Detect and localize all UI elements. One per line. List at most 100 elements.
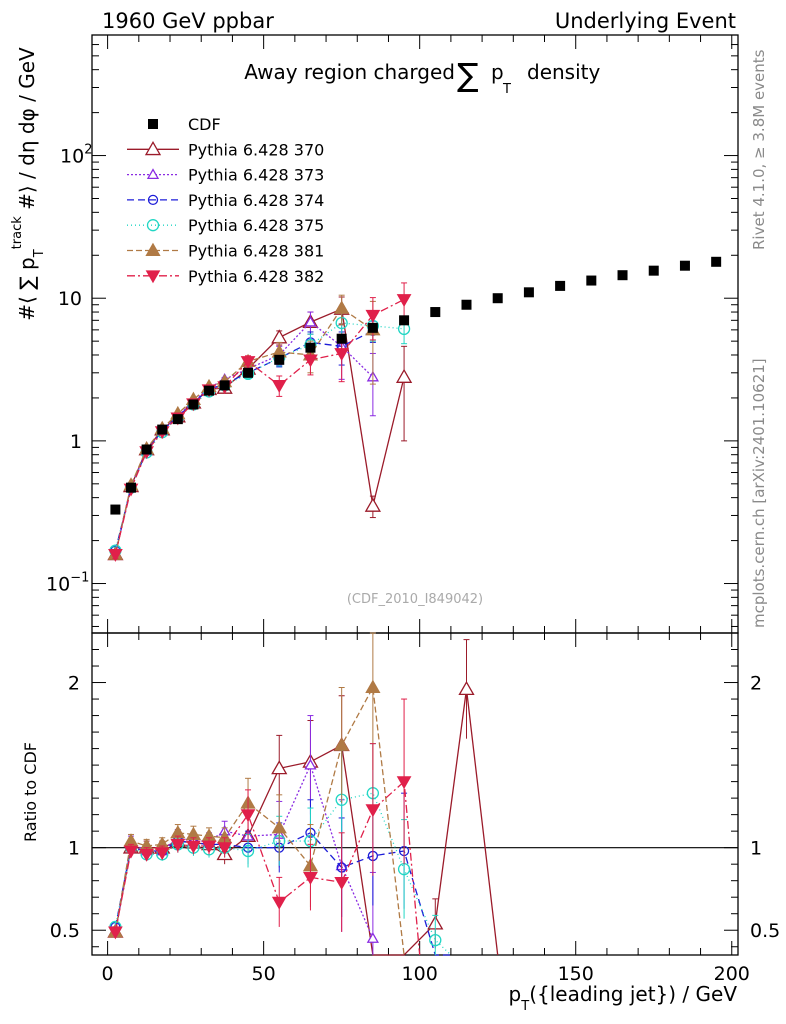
y-tick-label: 10−1 (46, 571, 89, 596)
series-line-s382 (114, 298, 405, 555)
data-point-s382 (303, 354, 318, 368)
plot-title-sum-symbol: ∑ (457, 56, 479, 94)
plot-title-suffix: density (527, 60, 600, 84)
ratio-point-s382 (334, 876, 350, 890)
ratio-point-s382 (139, 848, 154, 862)
ratio-y-tick-label-right: 1 (750, 838, 762, 860)
x-axis-title: pT({leading jet}) / GeV (509, 982, 738, 1014)
legend-entry-s373: Pythia 6.428 373 (127, 166, 324, 185)
legend-marker-s373 (146, 168, 160, 180)
legend-marker-cdf (148, 119, 158, 129)
y-tick-label: 1 (70, 431, 82, 453)
data-point-cdf (336, 333, 347, 344)
data-point-cdf (219, 380, 230, 391)
data-point-s370 (364, 497, 381, 512)
legend-label-s381: Pythia 6.428 381 (188, 242, 324, 261)
legend-label-cdf: CDF (188, 115, 221, 134)
ratio-point-s382 (240, 809, 256, 823)
ratio-panel-frame (91, 632, 739, 956)
data-point-cdf (172, 414, 183, 425)
ratio-point-s382 (303, 872, 318, 885)
ratio-point-s382 (123, 845, 139, 859)
legend-marker-s374 (147, 194, 159, 206)
side-label-rivet: Rivet 4.1.0, ≥ 3.8M events (750, 49, 768, 250)
x-tick-label: 100 (402, 963, 438, 985)
ratio-y-tick-label: 0.5 (50, 920, 80, 942)
data-point-cdf (555, 280, 566, 291)
data-point-cdf (157, 424, 168, 435)
data-point-cdf (648, 265, 659, 276)
beam-label: 1960 GeV ppbar (102, 9, 274, 33)
ratio-point-s373 (366, 932, 379, 943)
main-panel-data (107, 256, 722, 562)
data-point-cdf (243, 367, 254, 378)
legend-label-s382: Pythia 6.428 382 (188, 267, 324, 286)
ratio-point-s373 (304, 758, 317, 770)
plot-title-prefix: Away region charged (244, 60, 455, 84)
data-point-cdf (126, 482, 137, 493)
data-point-cdf (305, 342, 316, 353)
series-line-s381 (114, 307, 374, 555)
data-point-cdf (617, 270, 628, 281)
x-tick-label: 0 (102, 963, 114, 985)
data-point-cdf (399, 315, 410, 326)
ratio-y-tick-label-right: 2 (750, 673, 762, 695)
legend-marker-s381 (145, 242, 161, 257)
legend-label-s370: Pythia 6.428 370 (188, 140, 324, 159)
ratio-y-tick-label: 1 (68, 838, 80, 860)
data-point-cdf (430, 307, 441, 318)
legend-label-s373: Pythia 6.428 373 (188, 166, 324, 185)
data-point-cdf (492, 293, 503, 304)
data-point-cdf (523, 287, 534, 298)
reference-tag: (CDF_2010_I849042) (347, 592, 483, 607)
data-point-cdf (110, 504, 121, 515)
ratio-point-s382 (170, 838, 186, 852)
process-label: Underlying Event (555, 9, 736, 33)
legend-marker-s375 (146, 219, 160, 232)
data-point-s370 (271, 329, 288, 344)
legend-entry-cdf: CDF (148, 115, 221, 134)
legend-label-s375: Pythia 6.428 375 (188, 216, 324, 235)
data-point-s382 (108, 549, 123, 562)
y-tick-label: 102 (60, 143, 92, 168)
data-point-cdf (141, 444, 152, 455)
data-point-cdf (679, 260, 690, 271)
data-point-cdf (274, 354, 285, 365)
ratio-point-s375 (241, 844, 255, 858)
legend-entry-s370: Pythia 6.428 370 (127, 140, 324, 159)
main-y-axis-title: #⟨ ∑ pTtrack #⟩ / dη dφ / GeV (10, 47, 47, 321)
ratio-point-s370 (458, 680, 475, 696)
legend-marker-s370 (144, 140, 162, 156)
data-point-s381 (334, 300, 350, 314)
legend-entry-s381: Pythia 6.428 381 (127, 242, 324, 261)
data-point-cdf (367, 322, 378, 333)
ratio-line-s374 (114, 832, 451, 956)
data-point-s382 (240, 356, 256, 370)
data-point-cdf (461, 299, 472, 310)
ratio-point-s382 (365, 804, 381, 818)
legend: CDF Pythia 6.428 370 Pythia 6.428 373 Pythi… (127, 115, 324, 286)
ratio-point-s381 (365, 679, 381, 694)
data-point-s382 (271, 379, 287, 393)
legend-entry-s374: Pythia 6.428 374 (127, 191, 324, 210)
ratio-point-s382 (154, 847, 170, 861)
ratio-point-s381 (334, 737, 350, 751)
ratio-line-s373 (114, 763, 374, 939)
svg-text:#⟨ ∑ pTtrack #⟩ / dη dφ / GeV: #⟨ ∑ pTtrack #⟩ / dη dφ / GeV (10, 47, 47, 321)
legend-label-s374: Pythia 6.428 374 (188, 191, 324, 210)
data-point-s382 (365, 309, 381, 323)
data-point-s373 (304, 315, 317, 327)
data-point-s382 (396, 294, 412, 307)
x-tick-label: 200 (714, 963, 750, 985)
data-point-cdf (711, 256, 722, 267)
ratio-y-tick-label-right: 0.5 (750, 920, 780, 942)
ratio-point-s370 (271, 760, 288, 775)
x-tick-label: 150 (558, 963, 594, 985)
legend-entry-s375: Pythia 6.428 375 (127, 216, 324, 235)
ratio-point-s381 (271, 820, 287, 834)
ratio-y-tick-label: 2 (68, 673, 80, 695)
ratio-panel-data (107, 632, 499, 956)
data-point-cdf (204, 385, 215, 396)
ratio-line-s381 (114, 685, 405, 956)
